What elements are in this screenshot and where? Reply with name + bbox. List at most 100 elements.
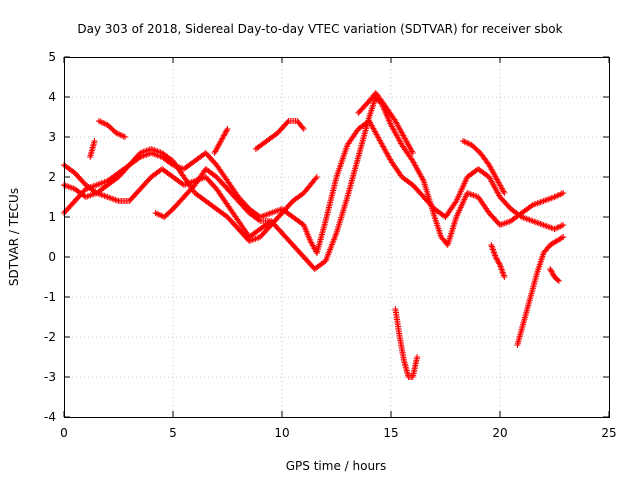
- data-point: [114, 130, 121, 137]
- data-point: [464, 140, 471, 146]
- data-point: [558, 190, 565, 197]
- data-point: [555, 192, 562, 198]
- data-point: [560, 222, 567, 228]
- x-tick-labels: 0 5 10 15 20 25: [60, 426, 616, 440]
- series-track-d: [152, 166, 272, 224]
- data-point: [501, 190, 508, 196]
- data-point: [101, 120, 108, 127]
- data-point: [557, 223, 564, 230]
- data-point: [299, 124, 306, 131]
- data-point: [312, 175, 319, 182]
- series-track-n: [547, 266, 562, 284]
- series-track-h: [355, 90, 416, 156]
- x-tick-label: 5: [169, 426, 177, 440]
- data-point: [552, 225, 559, 232]
- x-tick-label: 15: [383, 426, 398, 440]
- x-tick-label: 20: [492, 426, 507, 440]
- data-point: [409, 150, 416, 156]
- data-point: [100, 120, 107, 126]
- data-point: [452, 199, 459, 206]
- series-track-i: [459, 138, 508, 196]
- data-point: [554, 192, 561, 199]
- chart-title: Day 303 of 2018, Sidereal Day-to-day VTE…: [77, 22, 562, 36]
- data-points: [61, 90, 567, 380]
- data-point: [555, 278, 562, 284]
- data-point: [549, 270, 556, 276]
- data-point: [552, 193, 559, 200]
- data-point: [492, 254, 499, 260]
- series-track-b: [61, 94, 567, 272]
- data-point: [551, 226, 558, 232]
- y-tick-label: 0: [48, 250, 56, 264]
- y-tick-label: 5: [48, 50, 56, 64]
- series-track-f: [211, 126, 231, 156]
- y-tick-labels: -4 -3 -2 -1 0 1 2 3 4 5: [44, 50, 56, 424]
- data-point: [152, 210, 159, 216]
- data-point: [122, 134, 129, 140]
- data-point: [409, 148, 416, 155]
- data-point: [116, 131, 123, 138]
- data-point: [560, 190, 567, 196]
- data-point: [154, 210, 161, 217]
- data-point: [220, 132, 227, 139]
- data-point: [98, 119, 105, 126]
- y-tick-label: -4: [44, 410, 56, 424]
- data-point: [220, 134, 227, 140]
- series-track-g: [252, 118, 307, 152]
- data-point: [223, 128, 230, 135]
- data-point: [117, 132, 124, 138]
- data-point: [555, 224, 562, 230]
- data-point: [551, 194, 558, 200]
- data-point: [465, 140, 472, 147]
- data-point: [558, 234, 565, 241]
- series-track-e: [95, 118, 129, 140]
- x-tick-label: 25: [601, 426, 616, 440]
- data-point: [414, 354, 421, 360]
- data-point: [120, 133, 127, 140]
- y-tick-label: -3: [44, 370, 56, 384]
- data-point: [462, 139, 469, 146]
- data-point: [300, 126, 307, 132]
- y-tick-label: 4: [48, 90, 56, 104]
- data-point: [156, 212, 163, 218]
- x-axis-label: GPS time / hours: [286, 459, 387, 473]
- y-tick-label: -1: [44, 290, 56, 304]
- series-track-l: [488, 242, 508, 280]
- data-point: [155, 211, 162, 218]
- data-point: [222, 130, 229, 136]
- x-tick-label: 10: [274, 426, 289, 440]
- data-point: [560, 234, 567, 240]
- series-track-j: [392, 306, 421, 380]
- data-point: [548, 268, 555, 275]
- data-point: [223, 127, 230, 134]
- data-point: [113, 130, 120, 136]
- data-point: [554, 277, 561, 283]
- data-point: [550, 271, 557, 278]
- y-tick-label: 1: [48, 210, 56, 224]
- y-tick-label: 3: [48, 130, 56, 144]
- data-point: [558, 222, 565, 229]
- y-axis-label: SDTVAR / TECUs: [7, 188, 21, 286]
- y-tick-label: -2: [44, 330, 56, 344]
- data-point: [557, 191, 564, 198]
- data-point: [494, 256, 501, 263]
- data-point: [119, 132, 126, 139]
- data-point: [494, 258, 501, 264]
- data-point: [547, 267, 554, 274]
- data-point: [224, 126, 231, 132]
- data-point: [255, 217, 262, 223]
- series-track-c: [61, 146, 320, 244]
- data-point: [461, 138, 468, 145]
- data-point: [493, 255, 500, 262]
- data-point: [459, 138, 466, 144]
- x-tick-label: 0: [60, 426, 68, 440]
- data-point: [91, 138, 98, 144]
- data-point: [284, 119, 291, 126]
- data-point: [221, 131, 228, 138]
- data-point: [313, 174, 320, 180]
- data-point: [95, 118, 102, 124]
- data-point: [496, 260, 503, 267]
- data-point: [495, 259, 502, 266]
- series-track-k: [514, 234, 567, 348]
